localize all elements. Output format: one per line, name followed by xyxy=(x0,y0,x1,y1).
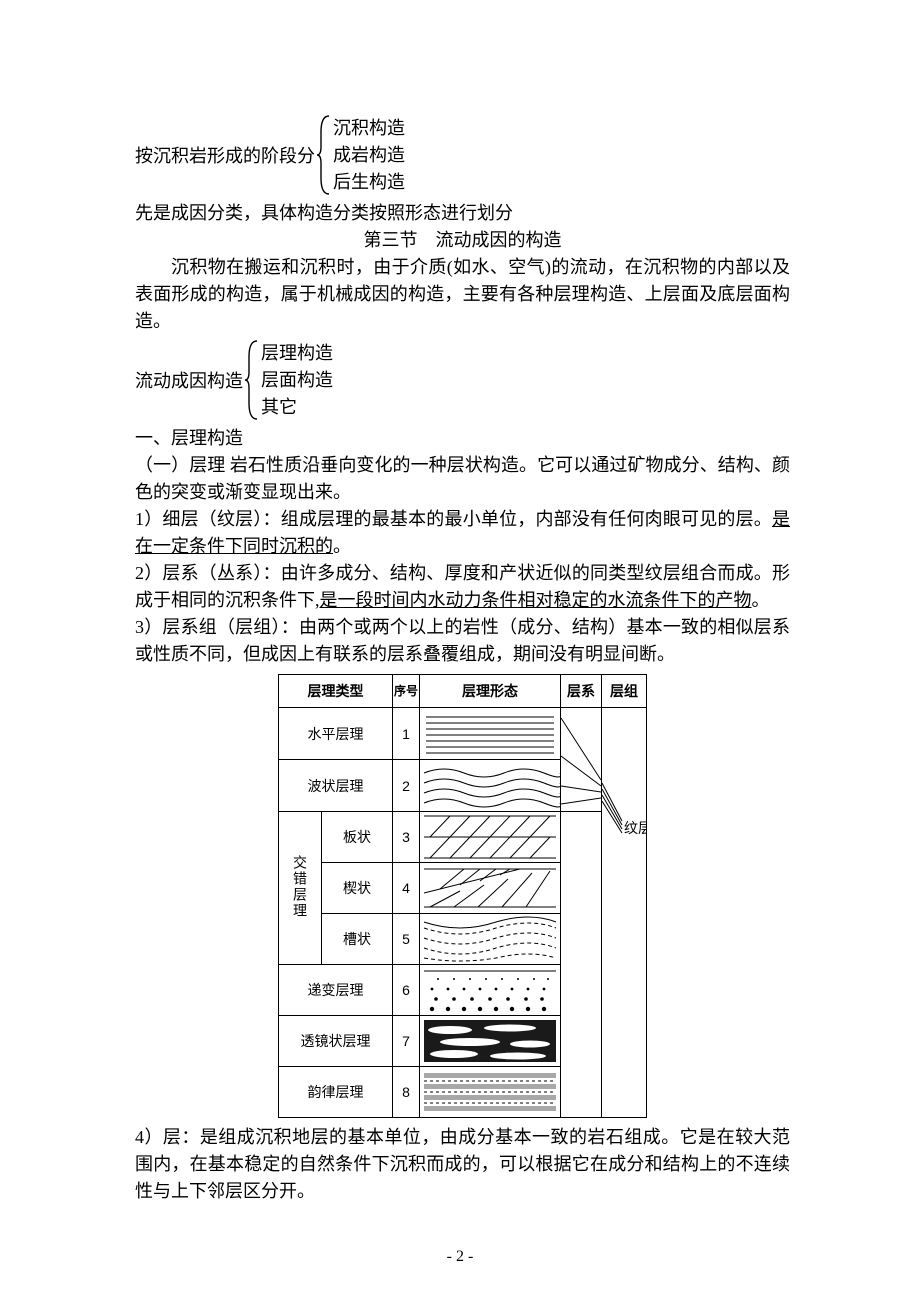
type-cell: 递变层理 xyxy=(279,965,393,1016)
brace-items: 沉积构造 成岩构造 后生构造 xyxy=(333,115,405,196)
text-run: 。 xyxy=(752,590,770,610)
morphology-cell xyxy=(420,965,561,1016)
brace-item: 其它 xyxy=(261,394,333,421)
brace-items: 层理构造 层面构造 其它 xyxy=(261,340,333,421)
type-sub-cell: 槽状 xyxy=(322,914,393,965)
table-row: 水平层理 1 xyxy=(279,708,647,760)
group-annotation-icon: 纹层 xyxy=(602,711,646,1111)
page-number: - 2 - xyxy=(0,1248,920,1266)
col-header: 序号 xyxy=(393,675,420,708)
type-cell: 波状层理 xyxy=(279,760,393,812)
vertical-label: 交错层理 xyxy=(290,855,310,919)
brace-item: 沉积构造 xyxy=(333,115,405,142)
morphology-cell xyxy=(420,914,561,965)
wavy-bedding-icon xyxy=(420,761,560,811)
text-run: 1）细层（纹层）：组成层理的最基本的最小单位，内部没有任何肉眼可见的层。 xyxy=(135,509,772,529)
list-item: 2）层系（丛系）：由许多成分、结构、厚度和产状近似的同类型纹层组合而成。形成于相… xyxy=(135,560,790,614)
morphology-cell xyxy=(420,1067,561,1118)
seq-cell: 1 xyxy=(393,708,420,760)
morphology-cell xyxy=(420,760,561,812)
col-header: 层系 xyxy=(561,675,602,708)
brace-item: 层面构造 xyxy=(261,367,333,394)
bedding-table: 层理类型 序号 层理形态 层系 层组 水平层理 1 xyxy=(278,674,647,1118)
seq-cell: 4 xyxy=(393,863,420,914)
brace-label: 流动成因构造 xyxy=(135,367,243,393)
rhythmic-bedding-icon xyxy=(420,1067,560,1117)
annotation-label: 纹层 xyxy=(624,821,646,837)
morphology-cell xyxy=(420,708,561,760)
paragraph: （一）层理 岩石性质沿垂向变化的一种层状构造。它可以通过矿物成分、结构、颜色的突… xyxy=(135,452,790,506)
document-page: 按沉积岩形成的阶段分 沉积构造 成岩构造 后生构造 先是成因分类，具体构造分类按… xyxy=(0,0,920,1302)
heading: 一、层理构造 xyxy=(135,425,790,452)
type-cell: 韵律层理 xyxy=(279,1067,393,1118)
seq-cell: 6 xyxy=(393,965,420,1016)
seq-cell: 3 xyxy=(393,812,420,863)
left-brace-icon xyxy=(243,339,261,421)
seq-cell: 8 xyxy=(393,1067,420,1118)
type-cell: 水平层理 xyxy=(279,708,393,760)
table-row: 交错层理 板状 3 xyxy=(279,812,647,863)
paragraph: 先是成因分类，具体构造分类按照形态进行划分 xyxy=(135,200,790,227)
col-header: 层理形态 xyxy=(420,675,561,708)
col-header: 层理类型 xyxy=(279,675,393,708)
paragraph: 沉积物在搬运和沉积时，由于介质(如水、空气)的流动，在沉积物的内部以及表面形成的… xyxy=(135,254,790,335)
list-item: 3）层系组（层组）：由两个或两个以上的岩性（成分、结构）基本一致的相似层系或性质… xyxy=(135,614,790,668)
list-item: 1）细层（纹层）：组成层理的最基本的最小单位，内部没有任何肉眼可见的层。是在一定… xyxy=(135,506,790,560)
cengxi-cell xyxy=(561,812,602,1118)
section-title: 第三节 流动成因的构造 xyxy=(135,227,790,254)
connector-lines-icon xyxy=(561,708,601,808)
brace-item: 成岩构造 xyxy=(333,142,405,169)
lenticular-bedding-icon xyxy=(420,1016,560,1066)
morphology-cell xyxy=(420,1016,561,1067)
morphology-cell xyxy=(420,812,561,863)
graded-bedding-icon xyxy=(420,965,560,1015)
tabular-cross-bedding-icon xyxy=(420,812,560,862)
text-run-underline: 是一段时间内水动力条件相对稳定的水流条件下的产物 xyxy=(320,590,752,610)
cengxi-cell xyxy=(561,708,602,812)
left-brace-icon xyxy=(315,114,333,196)
brace-item: 后生构造 xyxy=(333,169,405,196)
table-header-row: 层理类型 序号 层理形态 层系 层组 xyxy=(279,675,647,708)
horizontal-bedding-icon xyxy=(420,709,560,759)
seq-cell: 5 xyxy=(393,914,420,965)
trough-cross-bedding-icon xyxy=(420,914,560,964)
cengzu-cell: 纹层 xyxy=(602,708,647,1118)
morphology-cell xyxy=(420,863,561,914)
seq-cell: 7 xyxy=(393,1016,420,1067)
brace-label: 按沉积岩形成的阶段分 xyxy=(135,142,315,168)
seq-cell: 2 xyxy=(393,760,420,812)
brace-item: 层理构造 xyxy=(261,340,333,367)
type-sub-cell: 板状 xyxy=(322,812,393,863)
brace-block-flow: 流动成因构造 层理构造 层面构造 其它 xyxy=(135,339,790,421)
bedding-figure: 层理类型 序号 层理形态 层系 层组 水平层理 1 xyxy=(135,674,790,1118)
brace-block-stages: 按沉积岩形成的阶段分 沉积构造 成岩构造 后生构造 xyxy=(135,114,790,196)
list-item: 4）层：是组成沉积地层的基本单位，由成分基本一致的岩石组成。它是在较大范围内，在… xyxy=(135,1124,790,1205)
type-group-cell: 交错层理 xyxy=(279,812,322,965)
text-run: 。 xyxy=(333,536,351,556)
col-header: 层组 xyxy=(602,675,647,708)
type-cell: 透镜状层理 xyxy=(279,1016,393,1067)
wedge-cross-bedding-icon xyxy=(420,863,560,913)
type-sub-cell: 楔状 xyxy=(322,863,393,914)
